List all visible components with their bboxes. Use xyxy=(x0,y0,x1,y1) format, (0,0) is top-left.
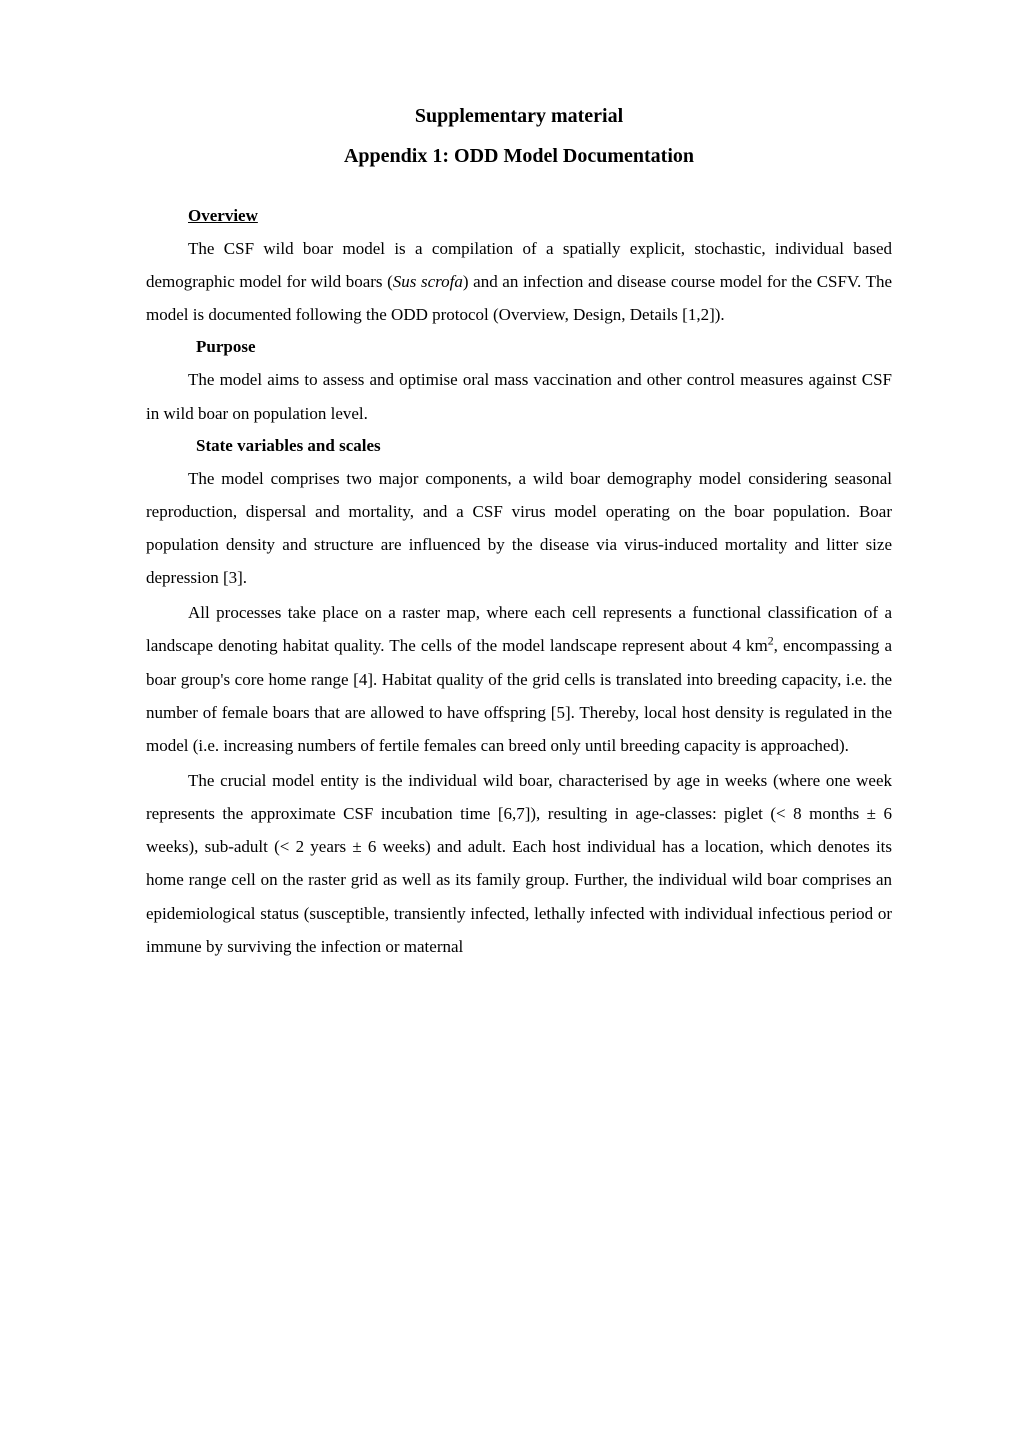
state-variables-heading: State variables and scales xyxy=(196,436,892,456)
purpose-paragraph: The model aims to assess and optimise or… xyxy=(146,363,892,429)
purpose-heading: Purpose xyxy=(196,337,892,357)
state-paragraph-3: The crucial model entity is the individu… xyxy=(146,764,892,963)
overview-paragraph-1: The CSF wild boar model is a compilation… xyxy=(146,232,892,331)
title-block: Supplementary material Appendix 1: ODD M… xyxy=(146,96,892,176)
title-line-1: Supplementary material xyxy=(146,96,892,136)
state-paragraph-2: All processes take place on a raster map… xyxy=(146,596,892,762)
document-page: Supplementary material Appendix 1: ODD M… xyxy=(0,0,1020,1443)
title-line-2: Appendix 1: ODD Model Documentation xyxy=(146,136,892,176)
species-name: Sus scrofa xyxy=(393,272,463,291)
overview-heading: Overview xyxy=(188,206,892,226)
state-paragraph-1: The model comprises two major components… xyxy=(146,462,892,595)
